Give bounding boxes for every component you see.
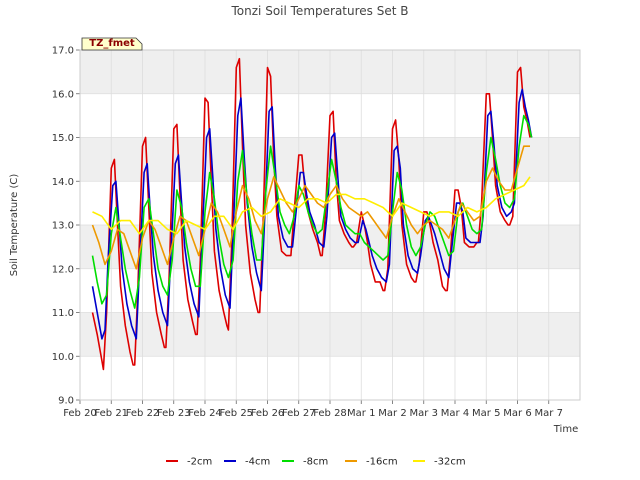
legend-label: -2cm [187,457,212,468]
series-line-16cmcm [91,145,530,270]
x-tick-label: Mar 5 [472,408,500,419]
x-tick-label: Mar 4 [441,408,469,419]
x-tick-label: Feb 22 [126,408,160,419]
legend-label: -16cm [366,457,398,468]
series-line-32cmcm [92,176,531,235]
legend-label: -4cm [245,457,270,468]
y-tick-label: 13.0 [52,221,74,232]
x-tick-label: Feb 28 [313,408,347,419]
plot-axes: 9.0 10.0 11.0 12.0 13.0 14.0 15.0 16.0 17.0 Feb 2… [52,46,581,419]
x-tick-label: Feb 24 [188,408,222,419]
y-tick-label: 9.0 [58,396,74,407]
station-tag: TZ_fmet [81,37,143,51]
x-tick-label: Mar 2 [378,408,406,419]
legend: -2cm -4cm -8cm -16cm -32cm [166,457,466,468]
station-tag-box [81,37,143,51]
x-tick-label: Feb 27 [282,408,316,419]
x-tick-label: Mar 6 [503,408,531,419]
y-tick-label: 12.0 [52,264,74,275]
station-tag-text: TZ_fmet [89,38,135,49]
x-tick-label: Feb 20 [63,408,97,419]
x-tick-label: Feb 25 [219,408,253,419]
x-tick-label: Mar 7 [535,408,563,419]
plot-frame [79,49,581,401]
y-tick-label: 17.0 [52,46,74,57]
x-axis-label: Time [553,424,578,435]
chart-title: Tonzi Soil Temperatures Set B [231,4,409,18]
y-tick-label: 14.0 [52,177,74,188]
y-tick-label: 10.0 [52,352,74,363]
legend-label: -8cm [303,457,328,468]
x-tick-label: Mar 1 [347,408,375,419]
series-line-2cmcm [91,57,531,371]
plot-grid [79,49,580,401]
y-tick-label: 16.0 [52,89,74,100]
plot-series [91,57,533,371]
x-tick-label: Feb 21 [94,408,128,419]
legend-label: -32cm [434,457,466,468]
y-tick-label: 15.0 [52,133,74,144]
y-axis-label: Soil Temperature (C) [9,174,20,277]
x-tick-label: Feb 23 [157,408,191,419]
y-tick-label: 11.0 [52,308,74,319]
x-tick-label: Mar 3 [410,408,438,419]
x-tick-label: Feb 26 [251,408,285,419]
